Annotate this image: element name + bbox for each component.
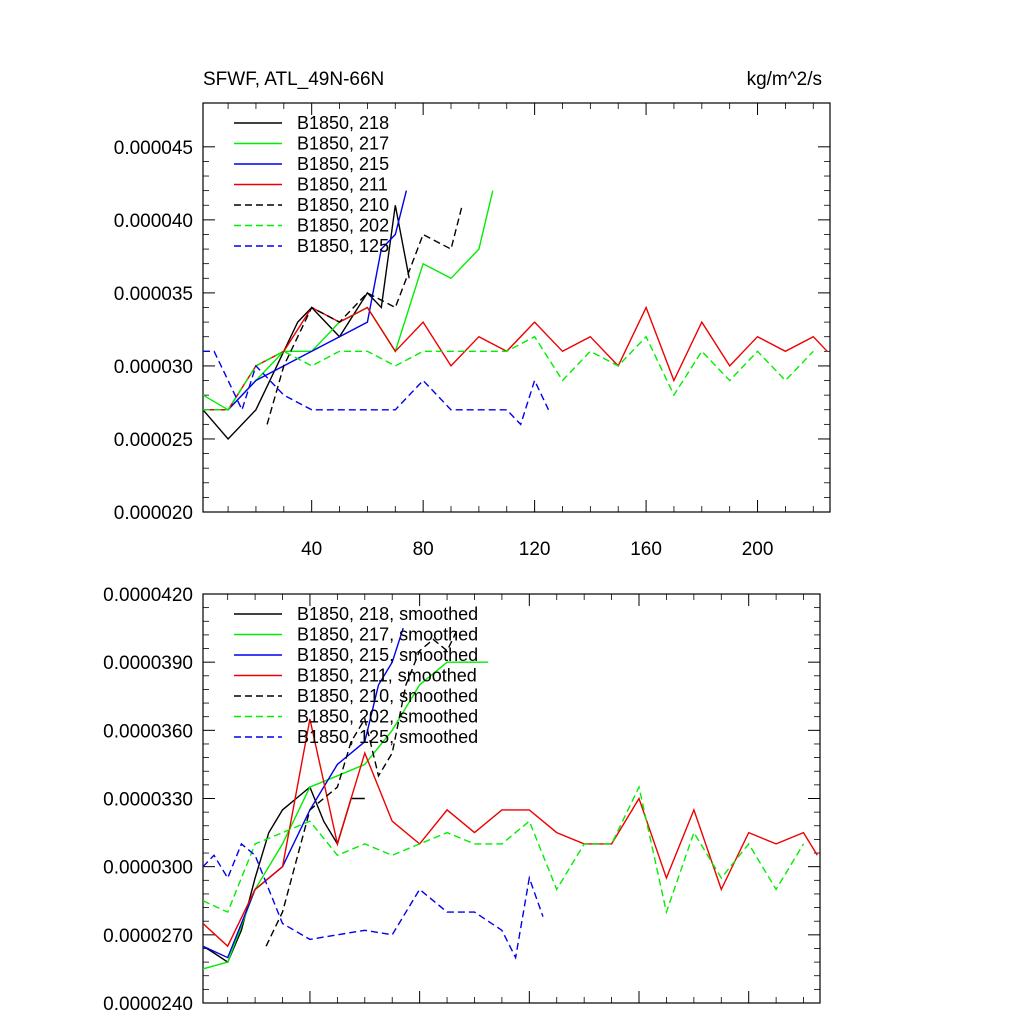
x-tick-label: 160 (630, 539, 662, 560)
x-tick-label: 200 (742, 539, 774, 560)
legend-label: B1850, 218, smoothed (297, 604, 478, 624)
series-line-6 (203, 335, 814, 411)
y-tick-label: 0.000040 (114, 211, 193, 232)
panel-2: 0.0000240 0.0000270 0.0000300 0.0000330 0.00… (103, 585, 821, 1015)
series-line-7 (203, 842, 544, 960)
y-tick-label: 0.0000330 (103, 790, 193, 811)
series-line-1 (203, 205, 410, 441)
y-tick-label: 0.0000270 (103, 926, 193, 947)
series-line-3 (203, 190, 408, 411)
series-line-5 (265, 627, 459, 947)
y-tick-label: 0.0000240 (103, 994, 193, 1015)
legend-label: B1850, 215, smoothed (297, 645, 478, 665)
y-tick-label: 0.000030 (114, 357, 193, 378)
y-tick-label: 0.0000300 (103, 858, 193, 879)
y-tick-label: 0.000045 (114, 138, 193, 159)
series-line-4 (203, 305, 828, 411)
legend-label: B1850, 218 (297, 113, 389, 133)
chart-title: SFWF, ATL_49N-66N (203, 69, 384, 90)
legend-label: B1850, 125 (297, 236, 389, 256)
legend-label: B1850, 125, smoothed (297, 727, 478, 747)
series-line-3 (203, 627, 404, 959)
legend-label: B1850, 210, smoothed (297, 686, 478, 706)
legend-label: B1850, 211, smoothed (297, 666, 477, 686)
legend-label: B1850, 215 (297, 154, 389, 174)
chart-units: kg/m^2/s (747, 69, 822, 90)
series-line-5 (266, 205, 463, 425)
y-tick-label: 0.0000360 (103, 721, 193, 742)
y-tick-label: 0.000035 (114, 284, 193, 305)
x-tick-label: 80 (413, 539, 434, 560)
legend-label: B1850, 202, smoothed (297, 707, 478, 727)
legend-label: B1850, 210 (297, 195, 389, 215)
series-line-6 (203, 784, 805, 915)
y-tick-label: 0.0000420 (103, 585, 193, 606)
legend-label: B1850, 202 (297, 216, 389, 236)
legend-label: B1850, 217 (297, 134, 389, 154)
legend-label: B1850, 217, smoothed (297, 625, 478, 645)
y-tick-label: 0.000020 (114, 503, 193, 524)
y-tick-label: 0.000025 (114, 430, 193, 451)
x-tick-label: 120 (519, 539, 551, 560)
series-line-7 (203, 350, 550, 426)
panel-1: SFWF, ATL_49N-66N kg/m^2/s 0.000020 0.00002… (114, 69, 831, 560)
series-line-4 (203, 718, 818, 948)
y-tick-label: 0.0000390 (103, 653, 193, 674)
x-tick-label: 40 (301, 539, 322, 560)
legend-label: B1850, 211 (297, 175, 388, 195)
